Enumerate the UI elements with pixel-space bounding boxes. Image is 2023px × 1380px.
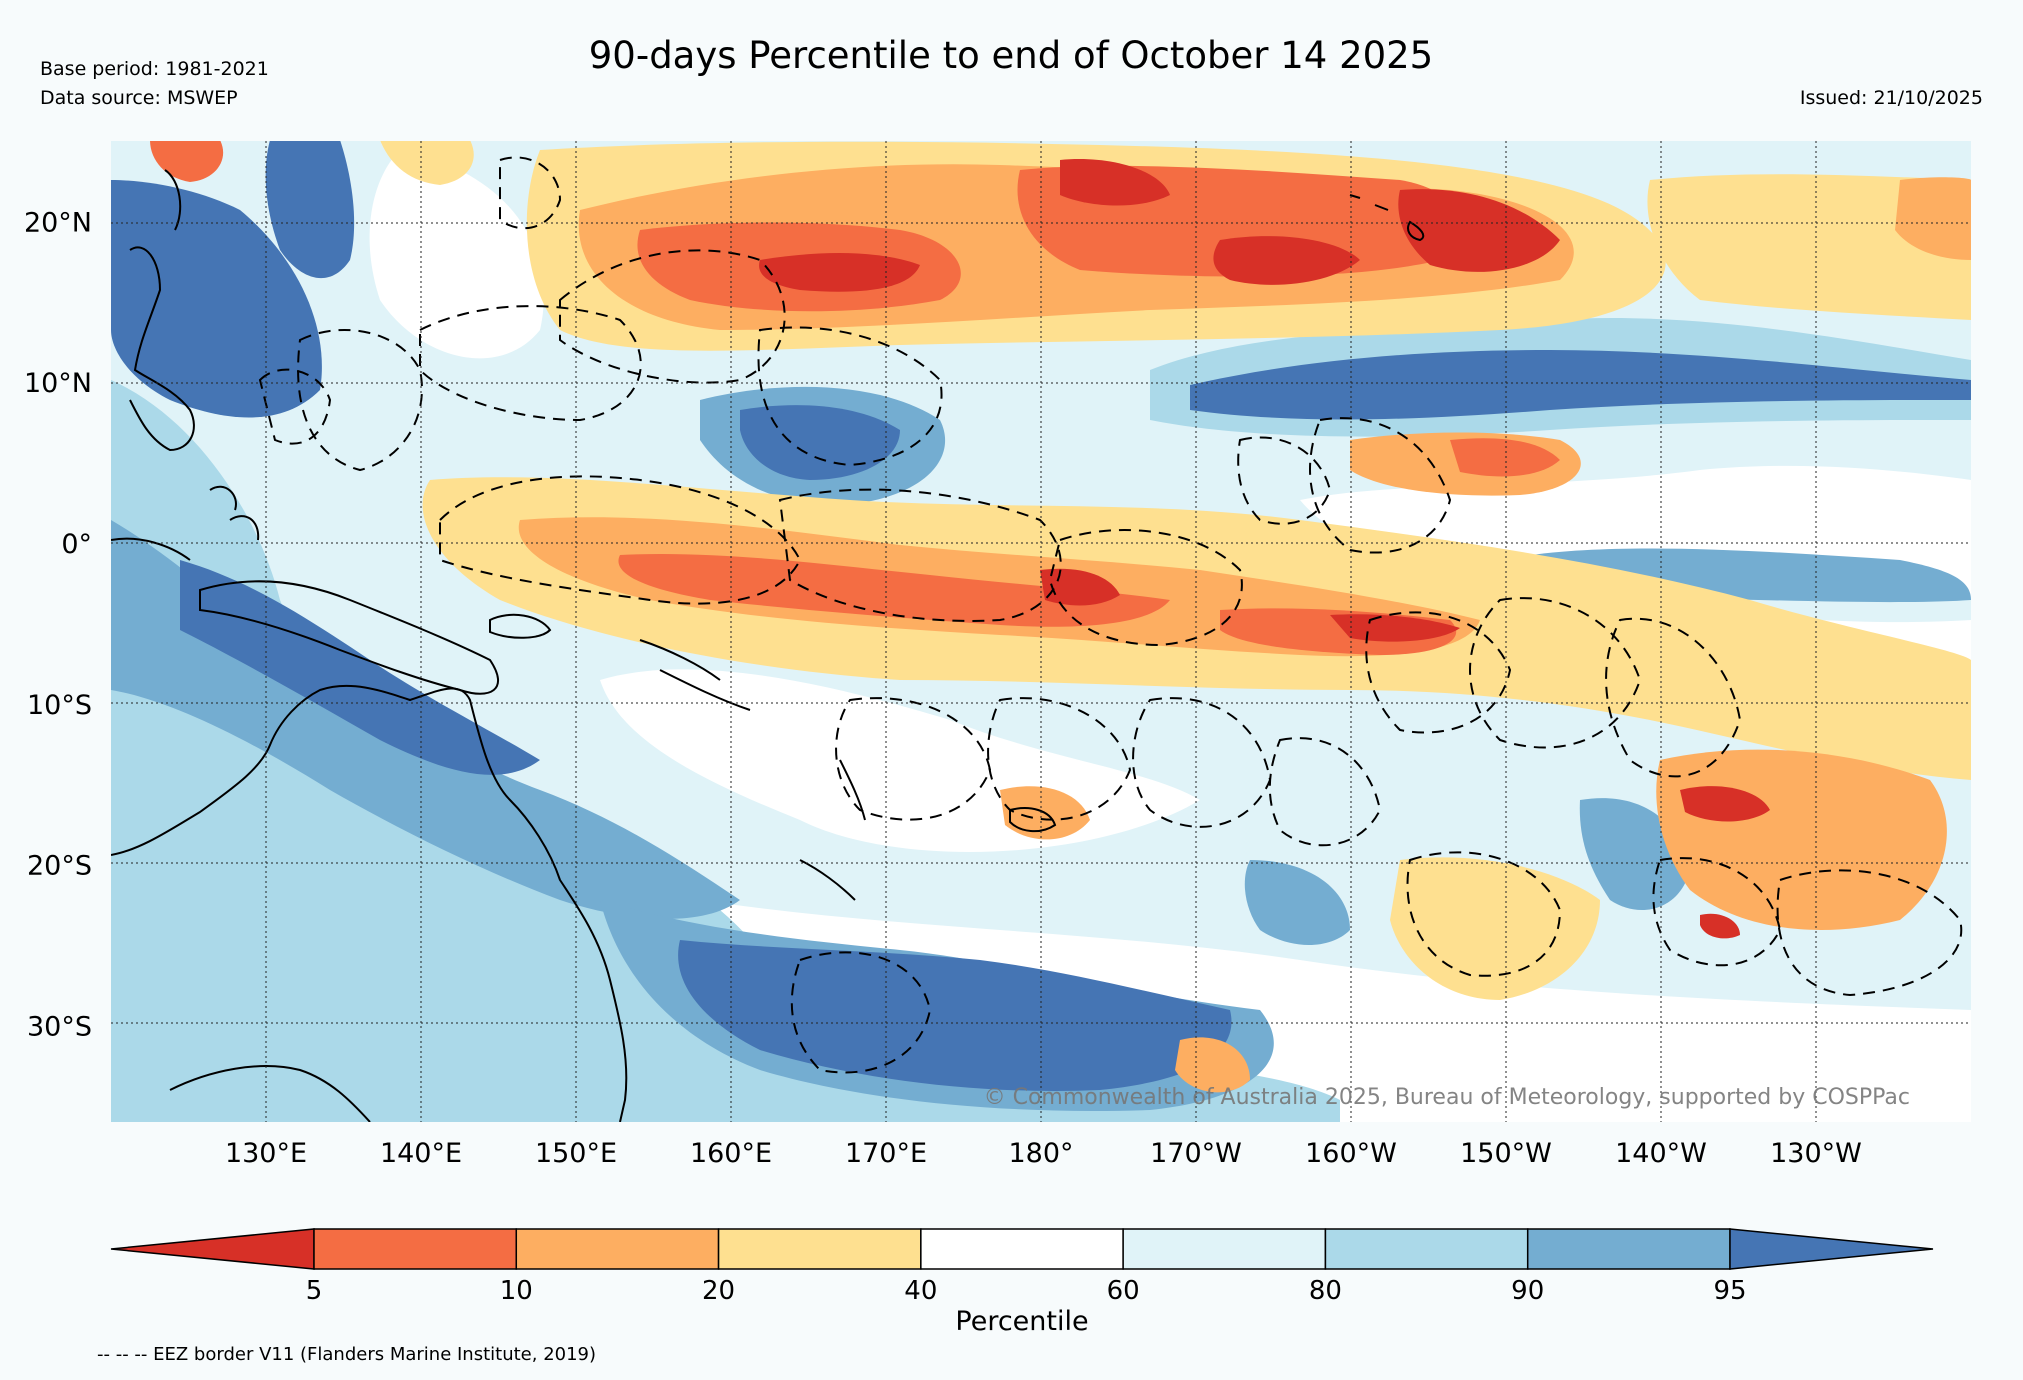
lat-tick-label: 20°N xyxy=(24,207,92,238)
lon-tick-label: 160°W xyxy=(1305,1138,1397,1169)
australia-south-coast xyxy=(169,1065,371,1122)
wet-region xyxy=(1244,860,1350,945)
lon-tick-label: 130°W xyxy=(1770,1138,1862,1169)
colorbar-tick-label: 95 xyxy=(1713,1276,1746,1306)
colorbar-tick-label: 40 xyxy=(904,1276,937,1306)
lon-tick-label: 160°E xyxy=(690,1138,772,1169)
latitude-labels: 20°N 10°N 0° 10°S 20°S 30°S xyxy=(24,207,92,1042)
wet-region xyxy=(740,405,900,480)
lon-tick-label: 180° xyxy=(1008,1138,1073,1169)
dry-region xyxy=(1700,913,1740,939)
lat-tick-label: 10°N xyxy=(24,368,92,399)
data-source-note: Data source: MSWEP xyxy=(40,87,238,109)
new-caledonia xyxy=(799,859,856,901)
lon-tick-label: 140°E xyxy=(380,1138,462,1169)
dry-region xyxy=(1175,1037,1250,1093)
colorbar-segment xyxy=(515,1228,720,1270)
colorbar-segment xyxy=(1324,1228,1529,1270)
dry-region xyxy=(1647,174,1971,320)
wet-region xyxy=(265,141,355,278)
base-period-note: Base period: 1981-2021 xyxy=(40,58,269,80)
wet-region xyxy=(111,380,1340,1122)
percentile-shading xyxy=(111,141,1971,1122)
colorbar-tick-label: 10 xyxy=(500,1276,533,1306)
dry-region xyxy=(1330,614,1460,642)
lon-tick-label: 130°E xyxy=(225,1138,307,1169)
lon-tick-label: 170°W xyxy=(1150,1138,1242,1169)
dry-region xyxy=(1895,177,1971,260)
colorbar-extend-high xyxy=(1729,1228,1934,1270)
graticule xyxy=(111,141,1971,1122)
fiji-islands xyxy=(1009,807,1057,833)
map-area: © Commonwealth of Australia 2025, Bureau… xyxy=(111,141,1971,1122)
philippines-coast xyxy=(129,169,195,452)
lat-tick-label: 10°S xyxy=(27,690,92,721)
dry-region xyxy=(1450,438,1560,477)
coastlines xyxy=(111,169,1425,1122)
dry-region xyxy=(1213,236,1360,285)
colorbar-segment xyxy=(1526,1228,1731,1270)
wet-region xyxy=(1190,350,1971,420)
new-guinea-coast xyxy=(199,580,500,695)
colorbar: 5 10 20 40 60 80 90 95 Percentile xyxy=(110,1228,1934,1337)
lat-tick-label: 0° xyxy=(61,529,92,560)
colorbar-tick-label: 20 xyxy=(702,1276,735,1306)
colorbar-tick-label: 60 xyxy=(1107,1276,1140,1306)
eez-legend-note: -- -- -- EEZ border V11 (Flanders Marine… xyxy=(97,1344,596,1365)
colorbar-tick-label: 5 xyxy=(306,1276,323,1306)
colorbar-tick-label: 80 xyxy=(1309,1276,1342,1306)
dry-region xyxy=(1040,568,1120,606)
dry-region xyxy=(1060,159,1170,206)
bismarck-islands xyxy=(489,613,552,639)
wet-region xyxy=(678,940,1232,1091)
wet-region xyxy=(180,560,540,775)
wet-region xyxy=(111,180,322,418)
longitude-labels: 130°E 140°E 150°E 160°E 170°E 180° 170°W 160°W 1… xyxy=(225,1138,1862,1169)
lon-tick-label: 150°E xyxy=(535,1138,617,1169)
dry-region xyxy=(1398,189,1560,272)
colorbar-segment xyxy=(1122,1228,1327,1270)
lat-tick-label: 20°S xyxy=(27,851,92,882)
lat-tick-label: 30°S xyxy=(27,1012,92,1043)
issued-date: Issued: 21/10/2025 xyxy=(1800,87,1983,109)
colorbar-segment xyxy=(313,1228,518,1270)
wet-region xyxy=(111,520,740,919)
lon-tick-label: 150°W xyxy=(1460,1138,1552,1169)
colorbar-label: Percentile xyxy=(955,1306,1088,1337)
map-title: 90-days Percentile to end of October 14 … xyxy=(589,34,1433,77)
vanuatu-islands xyxy=(839,759,866,821)
near-normal-region xyxy=(369,150,544,359)
colorbar-segment xyxy=(717,1228,922,1270)
eez-borders xyxy=(258,156,1963,1074)
dry-region xyxy=(380,141,474,185)
solomon-islands xyxy=(639,639,751,711)
lon-tick-label: 140°W xyxy=(1615,1138,1707,1169)
dry-region xyxy=(1390,857,1600,1000)
lon-tick-label: 170°E xyxy=(845,1138,927,1169)
dry-region xyxy=(1680,786,1770,822)
colorbar-segment xyxy=(920,1228,1124,1270)
colorbar-tick-label: 90 xyxy=(1511,1276,1544,1306)
dry-region xyxy=(759,253,920,292)
copyright-watermark: © Commonwealth of Australia 2025, Bureau… xyxy=(984,1085,1910,1110)
indonesia-islands xyxy=(111,485,260,561)
hawaii-islands xyxy=(1349,194,1425,242)
